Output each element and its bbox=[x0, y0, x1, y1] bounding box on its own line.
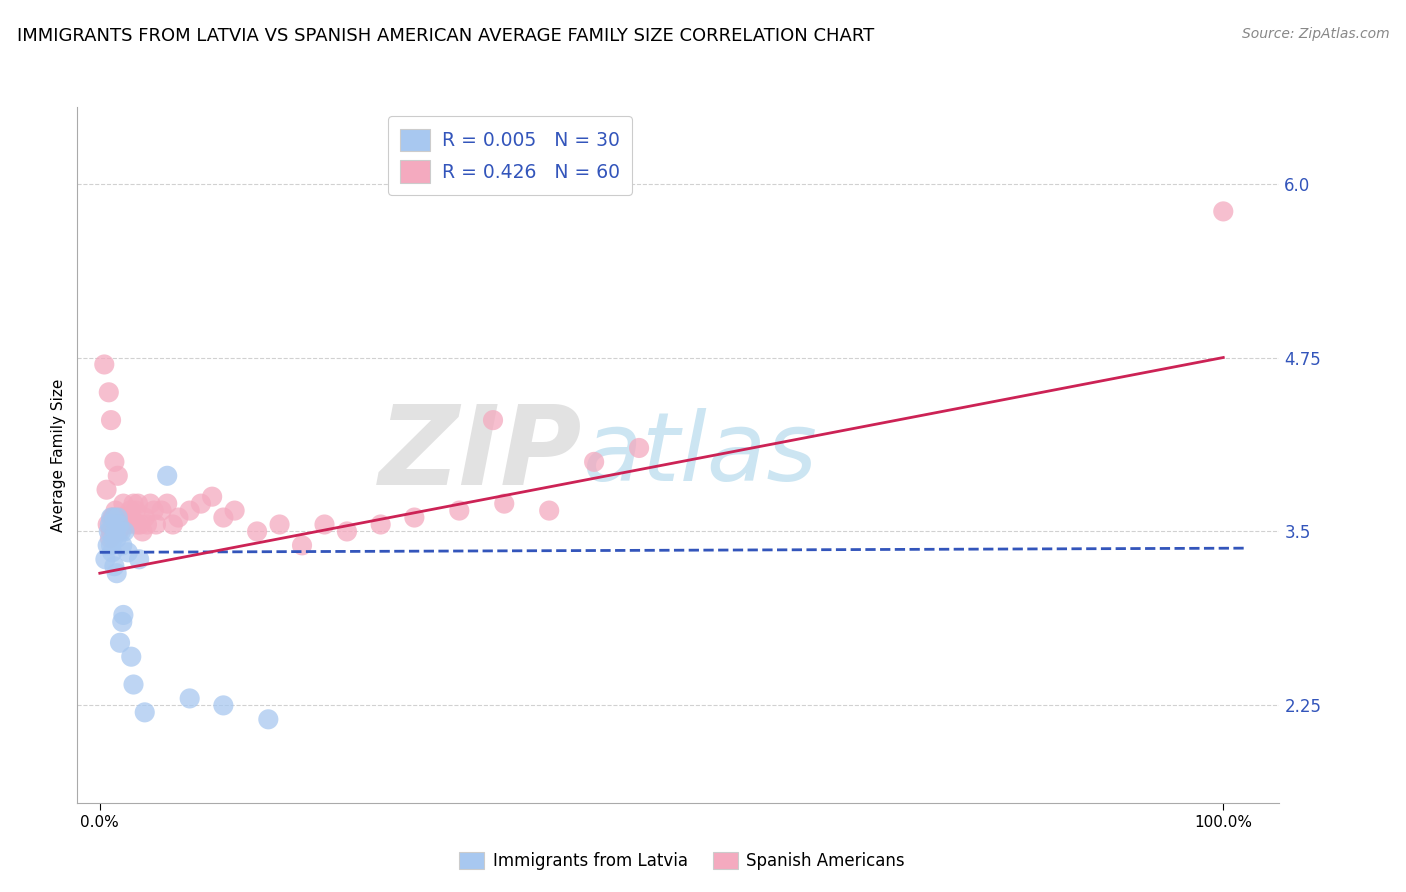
Point bbox=[94, 552, 117, 566]
Point bbox=[110, 517, 132, 532]
Point bbox=[134, 510, 156, 524]
Point bbox=[145, 517, 167, 532]
Point bbox=[112, 497, 135, 511]
Point bbox=[108, 510, 131, 524]
Point bbox=[103, 559, 125, 574]
Point bbox=[449, 503, 471, 517]
Point bbox=[117, 517, 139, 532]
Point bbox=[108, 524, 131, 539]
Text: ZIP: ZIP bbox=[378, 401, 582, 508]
Point bbox=[1212, 204, 1234, 219]
Point bbox=[120, 510, 142, 524]
Point bbox=[112, 607, 135, 622]
Point bbox=[110, 524, 132, 539]
Point bbox=[111, 538, 134, 552]
Point bbox=[370, 517, 392, 532]
Point bbox=[101, 545, 124, 559]
Point bbox=[108, 517, 131, 532]
Point bbox=[246, 524, 269, 539]
Point bbox=[190, 497, 212, 511]
Point bbox=[97, 538, 120, 552]
Point bbox=[129, 517, 152, 532]
Point bbox=[98, 532, 121, 546]
Point bbox=[538, 503, 561, 517]
Point bbox=[103, 455, 125, 469]
Point bbox=[131, 524, 153, 539]
Point bbox=[122, 497, 145, 511]
Point bbox=[111, 510, 134, 524]
Point bbox=[114, 524, 136, 539]
Point bbox=[494, 497, 516, 511]
Point bbox=[269, 517, 291, 532]
Point bbox=[482, 413, 505, 427]
Point bbox=[162, 517, 184, 532]
Point bbox=[125, 517, 148, 532]
Point bbox=[103, 510, 125, 524]
Point bbox=[105, 532, 128, 546]
Point bbox=[167, 510, 190, 524]
Point bbox=[257, 712, 280, 726]
Point bbox=[127, 497, 149, 511]
Point bbox=[100, 538, 122, 552]
Point bbox=[139, 497, 162, 511]
Point bbox=[336, 524, 359, 539]
Point bbox=[107, 510, 129, 524]
Point bbox=[108, 636, 131, 650]
Point bbox=[97, 517, 120, 532]
Point bbox=[404, 510, 426, 524]
Point bbox=[120, 649, 142, 664]
Point bbox=[117, 545, 139, 559]
Point bbox=[105, 524, 128, 539]
Point bbox=[107, 468, 129, 483]
Point bbox=[100, 524, 122, 539]
Point bbox=[107, 524, 129, 539]
Point bbox=[128, 552, 150, 566]
Point bbox=[142, 503, 165, 517]
Point bbox=[118, 510, 141, 524]
Point bbox=[105, 566, 128, 581]
Point bbox=[212, 698, 235, 713]
Point bbox=[291, 538, 314, 552]
Point bbox=[98, 517, 121, 532]
Legend: Immigrants from Latvia, Spanish Americans: Immigrants from Latvia, Spanish American… bbox=[453, 845, 911, 877]
Point bbox=[114, 517, 136, 532]
Point bbox=[122, 677, 145, 691]
Point bbox=[125, 503, 148, 517]
Point bbox=[179, 503, 201, 517]
Point bbox=[150, 503, 173, 517]
Point bbox=[111, 615, 134, 629]
Point bbox=[114, 510, 136, 524]
Point bbox=[97, 524, 120, 539]
Y-axis label: Average Family Size: Average Family Size bbox=[51, 378, 66, 532]
Point bbox=[115, 510, 138, 524]
Point bbox=[97, 385, 120, 400]
Text: atlas: atlas bbox=[582, 409, 817, 501]
Point bbox=[212, 510, 235, 524]
Point bbox=[103, 532, 125, 546]
Point bbox=[224, 503, 246, 517]
Point bbox=[100, 510, 122, 524]
Point bbox=[104, 503, 127, 517]
Point bbox=[134, 706, 156, 720]
Point bbox=[583, 455, 606, 469]
Legend: R = 0.005   N = 30, R = 0.426   N = 60: R = 0.005 N = 30, R = 0.426 N = 60 bbox=[388, 117, 631, 195]
Text: IMMIGRANTS FROM LATVIA VS SPANISH AMERICAN AVERAGE FAMILY SIZE CORRELATION CHART: IMMIGRANTS FROM LATVIA VS SPANISH AMERIC… bbox=[17, 27, 875, 45]
Point bbox=[96, 483, 118, 497]
Point bbox=[100, 413, 122, 427]
Point bbox=[179, 691, 201, 706]
Point bbox=[628, 441, 651, 455]
Point bbox=[201, 490, 224, 504]
Point bbox=[314, 517, 336, 532]
Point bbox=[101, 510, 124, 524]
Point bbox=[156, 468, 179, 483]
Point bbox=[104, 524, 127, 539]
Point bbox=[93, 358, 115, 372]
Point bbox=[136, 517, 159, 532]
Point bbox=[120, 503, 142, 517]
Text: Source: ZipAtlas.com: Source: ZipAtlas.com bbox=[1241, 27, 1389, 41]
Point bbox=[156, 497, 179, 511]
Point bbox=[103, 510, 125, 524]
